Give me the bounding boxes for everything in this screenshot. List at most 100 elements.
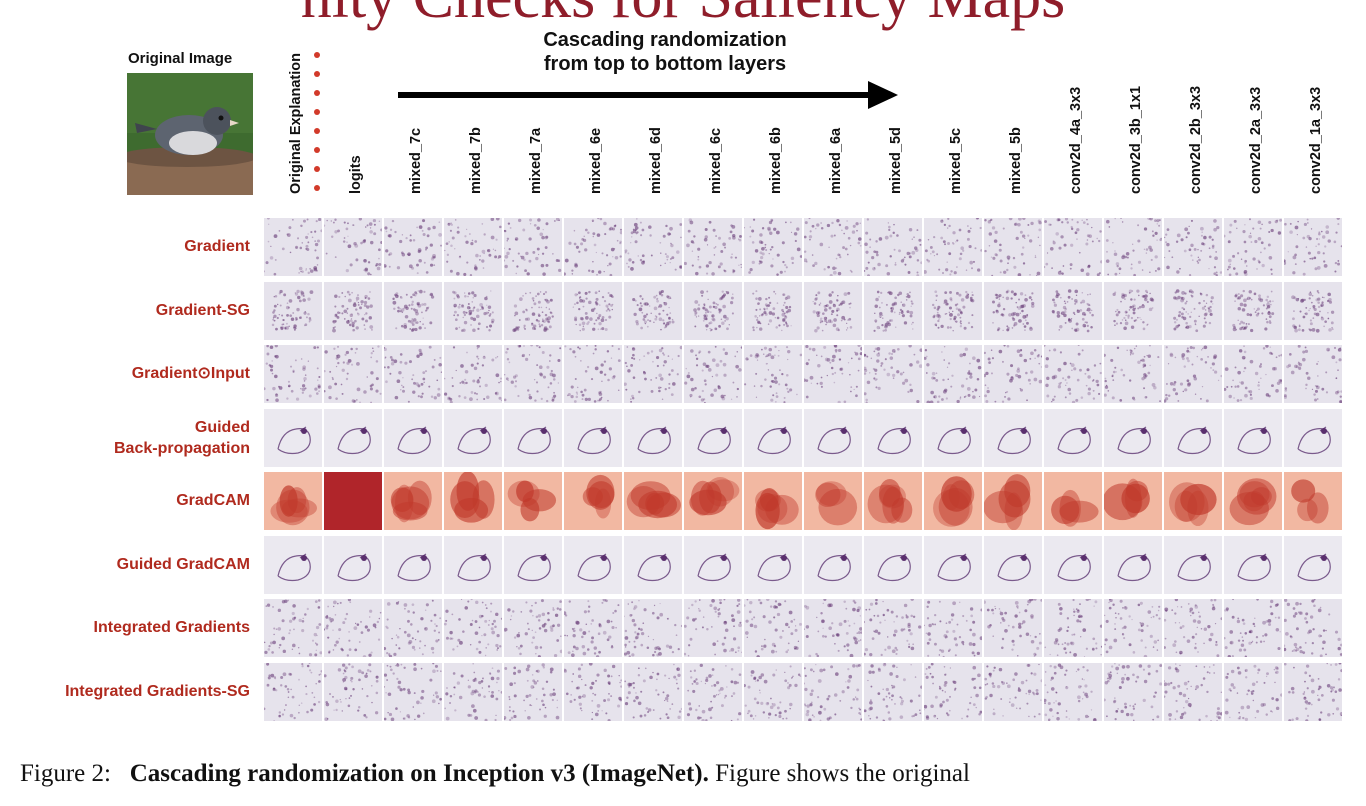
saliency-map-cell bbox=[744, 218, 802, 276]
row-label: Gradient bbox=[184, 238, 250, 255]
column-header: mixed_6b bbox=[768, 127, 784, 194]
saliency-map-cell bbox=[624, 662, 682, 721]
saliency-map-cell bbox=[504, 218, 562, 276]
saliency-map-cell bbox=[924, 472, 982, 530]
saliency-map-cell bbox=[1044, 281, 1102, 340]
saliency-map-cell bbox=[864, 218, 922, 276]
saliency-map-cell bbox=[1164, 599, 1222, 657]
saliency-map-cell bbox=[444, 535, 502, 594]
saliency-map-cell bbox=[864, 408, 922, 467]
saliency-map-cell bbox=[1224, 281, 1282, 340]
saliency-map-cell bbox=[1284, 599, 1342, 657]
saliency-map-cell bbox=[624, 408, 682, 467]
saliency-map-cell bbox=[924, 281, 982, 340]
saliency-map-cell bbox=[1104, 345, 1162, 403]
column-header: mixed_5b bbox=[1008, 127, 1024, 194]
column-header: logits bbox=[348, 155, 364, 194]
row-label: Integrated Gradients-SG bbox=[65, 682, 250, 700]
saliency-map-cell bbox=[384, 662, 442, 721]
saliency-map-cell bbox=[264, 408, 322, 467]
column-header: mixed_5c bbox=[948, 127, 964, 194]
randomization-arrow bbox=[398, 81, 898, 109]
saliency-map-cell bbox=[564, 662, 622, 721]
saliency-map-cell bbox=[384, 281, 442, 340]
saliency-map-cell bbox=[384, 408, 442, 467]
saliency-map-cell bbox=[924, 218, 982, 276]
saliency-map-cell bbox=[984, 218, 1042, 276]
row-label: GradCAM bbox=[176, 492, 250, 509]
saliency-map-cell bbox=[1104, 281, 1162, 340]
saliency-map-cell bbox=[1164, 218, 1222, 276]
column-header: mixed_7c bbox=[408, 127, 424, 194]
saliency-map-cell bbox=[1104, 535, 1162, 594]
saliency-map-cell bbox=[444, 345, 502, 403]
saliency-map-cell bbox=[564, 599, 622, 657]
saliency-map-cell bbox=[744, 472, 802, 530]
saliency-map-cell bbox=[1104, 472, 1162, 530]
column-header: mixed_6a bbox=[828, 127, 844, 194]
saliency-map-cell bbox=[384, 472, 442, 530]
saliency-map-cell bbox=[1284, 408, 1342, 467]
saliency-map-cell bbox=[1164, 281, 1222, 340]
saliency-map-cell bbox=[264, 662, 322, 721]
saliency-map-cell bbox=[1284, 281, 1342, 340]
saliency-map-cell bbox=[564, 535, 622, 594]
saliency-map-cell bbox=[1104, 599, 1162, 657]
row-label: Gradient-SG bbox=[155, 301, 250, 319]
saliency-map-cell bbox=[504, 472, 562, 530]
saliency-map-cell bbox=[624, 218, 682, 276]
saliency-map-cell bbox=[264, 281, 322, 340]
saliency-map-cell bbox=[264, 535, 322, 594]
column-header: conv2d_2b_3x3 bbox=[1188, 85, 1204, 194]
saliency-map-cell bbox=[1224, 599, 1282, 657]
original-image-label: Original Image bbox=[128, 50, 233, 67]
saliency-map-cell bbox=[1164, 408, 1222, 467]
saliency-map-cell bbox=[1044, 599, 1102, 657]
arrow-label: Cascading randomization from top to bott… bbox=[543, 29, 787, 75]
saliency-map-cell bbox=[264, 599, 322, 657]
saliency-map-cell bbox=[624, 599, 682, 657]
saliency-map-cell bbox=[804, 281, 862, 340]
saliency-map-cell bbox=[384, 535, 442, 594]
saliency-map-cell bbox=[1224, 218, 1282, 276]
saliency-map-cell bbox=[744, 535, 802, 594]
saliency-map-cell bbox=[444, 218, 502, 276]
saliency-map-cell bbox=[864, 472, 922, 530]
saliency-map-cell bbox=[564, 218, 622, 276]
saliency-map-cell bbox=[324, 218, 382, 276]
saliency-map-cell bbox=[1164, 662, 1222, 721]
saliency-map-cell bbox=[744, 599, 802, 657]
saliency-map-cell bbox=[804, 345, 862, 403]
saliency-map-cell bbox=[324, 345, 382, 403]
saliency-map-cell bbox=[684, 281, 742, 340]
column-header: conv2d_3b_1x1 bbox=[1128, 85, 1144, 194]
column-header: mixed_6c bbox=[708, 127, 724, 194]
saliency-map-cell bbox=[564, 472, 622, 530]
saliency-map-cell bbox=[744, 345, 802, 403]
saliency-map-cell bbox=[1044, 408, 1102, 467]
column-header: mixed_6d bbox=[648, 127, 664, 194]
saliency-map-cell bbox=[744, 662, 802, 721]
saliency-map-cell bbox=[264, 218, 322, 276]
saliency-map-cell bbox=[1104, 408, 1162, 467]
column-header: mixed_7b bbox=[468, 127, 484, 194]
saliency-map-cell bbox=[444, 281, 502, 340]
saliency-map-cell bbox=[444, 662, 502, 721]
saliency-map-cell bbox=[384, 599, 442, 657]
saliency-map-cell bbox=[504, 345, 562, 403]
saliency-map-cell bbox=[564, 345, 622, 403]
saliency-map-cell bbox=[804, 408, 862, 467]
saliency-map-cell bbox=[924, 345, 982, 403]
column-header: mixed_7a bbox=[528, 127, 544, 194]
saliency-map-cell bbox=[1224, 535, 1282, 594]
saliency-map-cell bbox=[324, 599, 382, 657]
saliency-map-cell bbox=[324, 472, 382, 530]
saliency-map-cell bbox=[984, 535, 1042, 594]
saliency-map-cell bbox=[624, 281, 682, 340]
saliency-map-cell bbox=[684, 535, 742, 594]
saliency-map-cell bbox=[804, 218, 862, 276]
column-header: conv2d_1a_3x3 bbox=[1308, 86, 1324, 194]
saliency-map-cell bbox=[984, 345, 1042, 403]
saliency-map-cell bbox=[1044, 535, 1102, 594]
saliency-map-cell bbox=[1284, 345, 1342, 403]
